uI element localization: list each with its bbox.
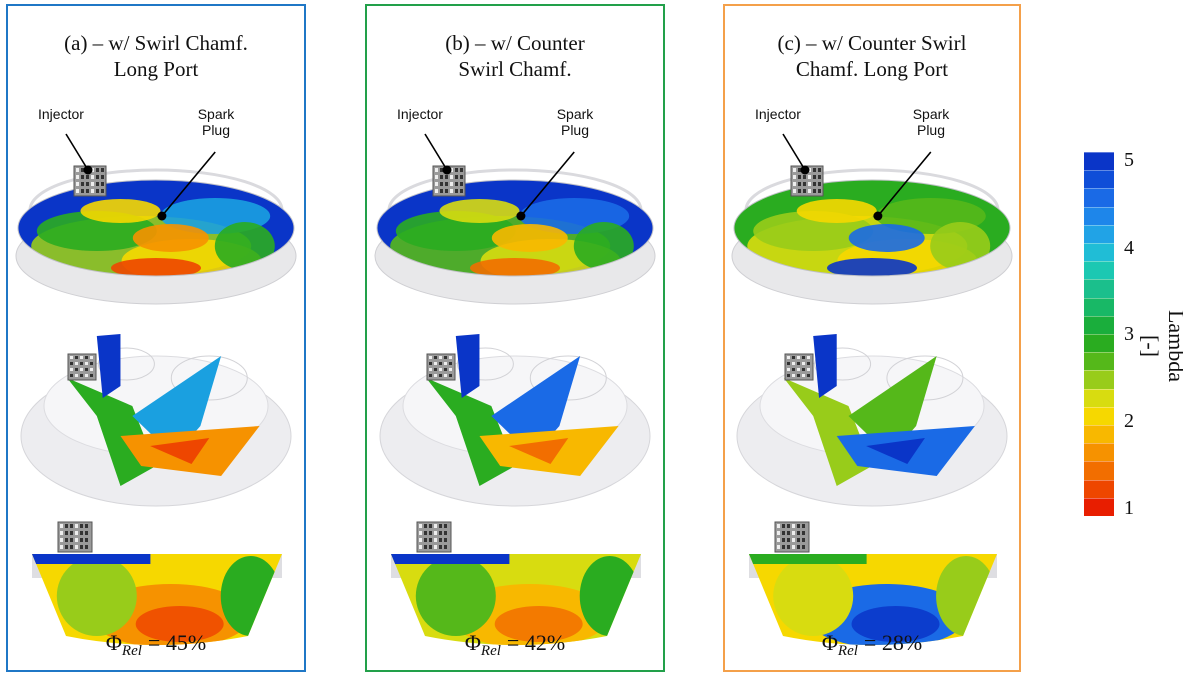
phi-subscript: Rel [480, 643, 501, 659]
colorbar-tick-4: 4 [1124, 237, 1134, 259]
colorbar-segment [1084, 152, 1114, 171]
colorbar-tick-1: 1 [1124, 497, 1134, 519]
panel-title-line-1: (b) – w/ Counter [445, 31, 585, 55]
colorbar-segment [1084, 188, 1114, 208]
colorbar-segment [1084, 497, 1114, 517]
colorbar-segment [1084, 206, 1114, 226]
panel-title: (b) – w/ Counter Swirl Chamf. [367, 30, 663, 82]
colorbar-segment [1084, 261, 1114, 280]
phi-percentage: = 45% [147, 630, 207, 655]
phi-percentage: = 42% [506, 630, 566, 655]
phi-rel-value: ΦRel = 42% [367, 630, 663, 660]
colorbar-segment [1084, 406, 1114, 426]
panel-title-line-2: Chamf. Long Port [795, 57, 949, 81]
panel-title-line-1: (a) – w/ Swirl Chamf. [64, 31, 248, 55]
spark-plug-label-line-1: Spark [912, 106, 950, 122]
combustion-chamber-views [15, 133, 297, 645]
colorbar-title: Lambda [-] [1138, 309, 1183, 383]
panel-title: (c) – w/ Counter Swirl Chamf. Long Port [725, 30, 1019, 82]
panel-swirl-chamf-long-port: (a) – w/ Swirl Chamf. Long Port Injector Sp… [6, 4, 306, 672]
injector-label: Injector [755, 106, 801, 122]
spark-plug-label-line-2: Plug [560, 122, 590, 138]
panel-title: (a) – w/ Swirl Chamf. Long Port [8, 30, 304, 82]
combustion-chamber-views [731, 133, 1013, 645]
phi-rel-value: ΦRel = 45% [8, 630, 304, 660]
spark-plug-label: Spark Plug [186, 106, 246, 138]
phi-subscript: Rel [121, 643, 142, 659]
colorbar-segment [1084, 370, 1114, 390]
phi-symbol: Φ [105, 630, 122, 655]
spark-plug-label-line-2: Plug [201, 122, 231, 138]
phi-symbol: Φ [464, 630, 481, 655]
spark-plug-label-line-2: Plug [916, 122, 946, 138]
panel-counter-swirl-chamf-long-port: (c) – w/ Counter Swirl Chamf. Long Port In… [723, 4, 1021, 672]
panel-counter-swirl-chamf: (b) – w/ Counter Swirl Chamf. Injector Spar… [365, 4, 665, 672]
colorbar-segment [1084, 388, 1114, 408]
colorbar-segment [1084, 479, 1114, 499]
colorbar-tick-2: 2 [1124, 410, 1134, 432]
panel-title-line-2: Long Port [113, 57, 199, 81]
phi-rel-value: ΦRel = 28% [725, 630, 1019, 660]
colorbar-segment [1084, 279, 1114, 299]
colorbar-segment [1084, 297, 1114, 317]
colorbar-segment [1084, 443, 1114, 462]
injector-label: Injector [397, 106, 443, 122]
spark-plug-label-line-1: Spark [197, 106, 235, 122]
spark-plug-label: Spark Plug [901, 106, 961, 138]
phi-subscript: Rel [837, 643, 858, 659]
colorbar-segment [1084, 243, 1114, 262]
lambda-colorbar [1084, 152, 1114, 517]
colorbar-segment [1084, 352, 1114, 371]
colorbar-segment [1084, 224, 1114, 244]
phi-symbol: Φ [821, 630, 838, 655]
colorbar-segment [1084, 461, 1114, 481]
spark-plug-label-line-1: Spark [556, 106, 594, 122]
colorbar-tick-3: 3 [1124, 323, 1134, 345]
injector-label: Injector [38, 106, 84, 122]
colorbar-segment [1084, 334, 1114, 353]
colorbar-segment [1084, 170, 1114, 189]
colorbar-segment [1084, 315, 1114, 335]
spark-plug-label: Spark Plug [545, 106, 605, 138]
combustion-chamber-views [374, 133, 656, 645]
phi-percentage: = 28% [863, 630, 923, 655]
colorbar-tick-5: 5 [1124, 149, 1134, 171]
colorbar-segment [1084, 425, 1114, 444]
panel-title-line-1: (c) – w/ Counter Swirl [777, 31, 967, 55]
panel-title-line-2: Swirl Chamf. [458, 57, 572, 81]
